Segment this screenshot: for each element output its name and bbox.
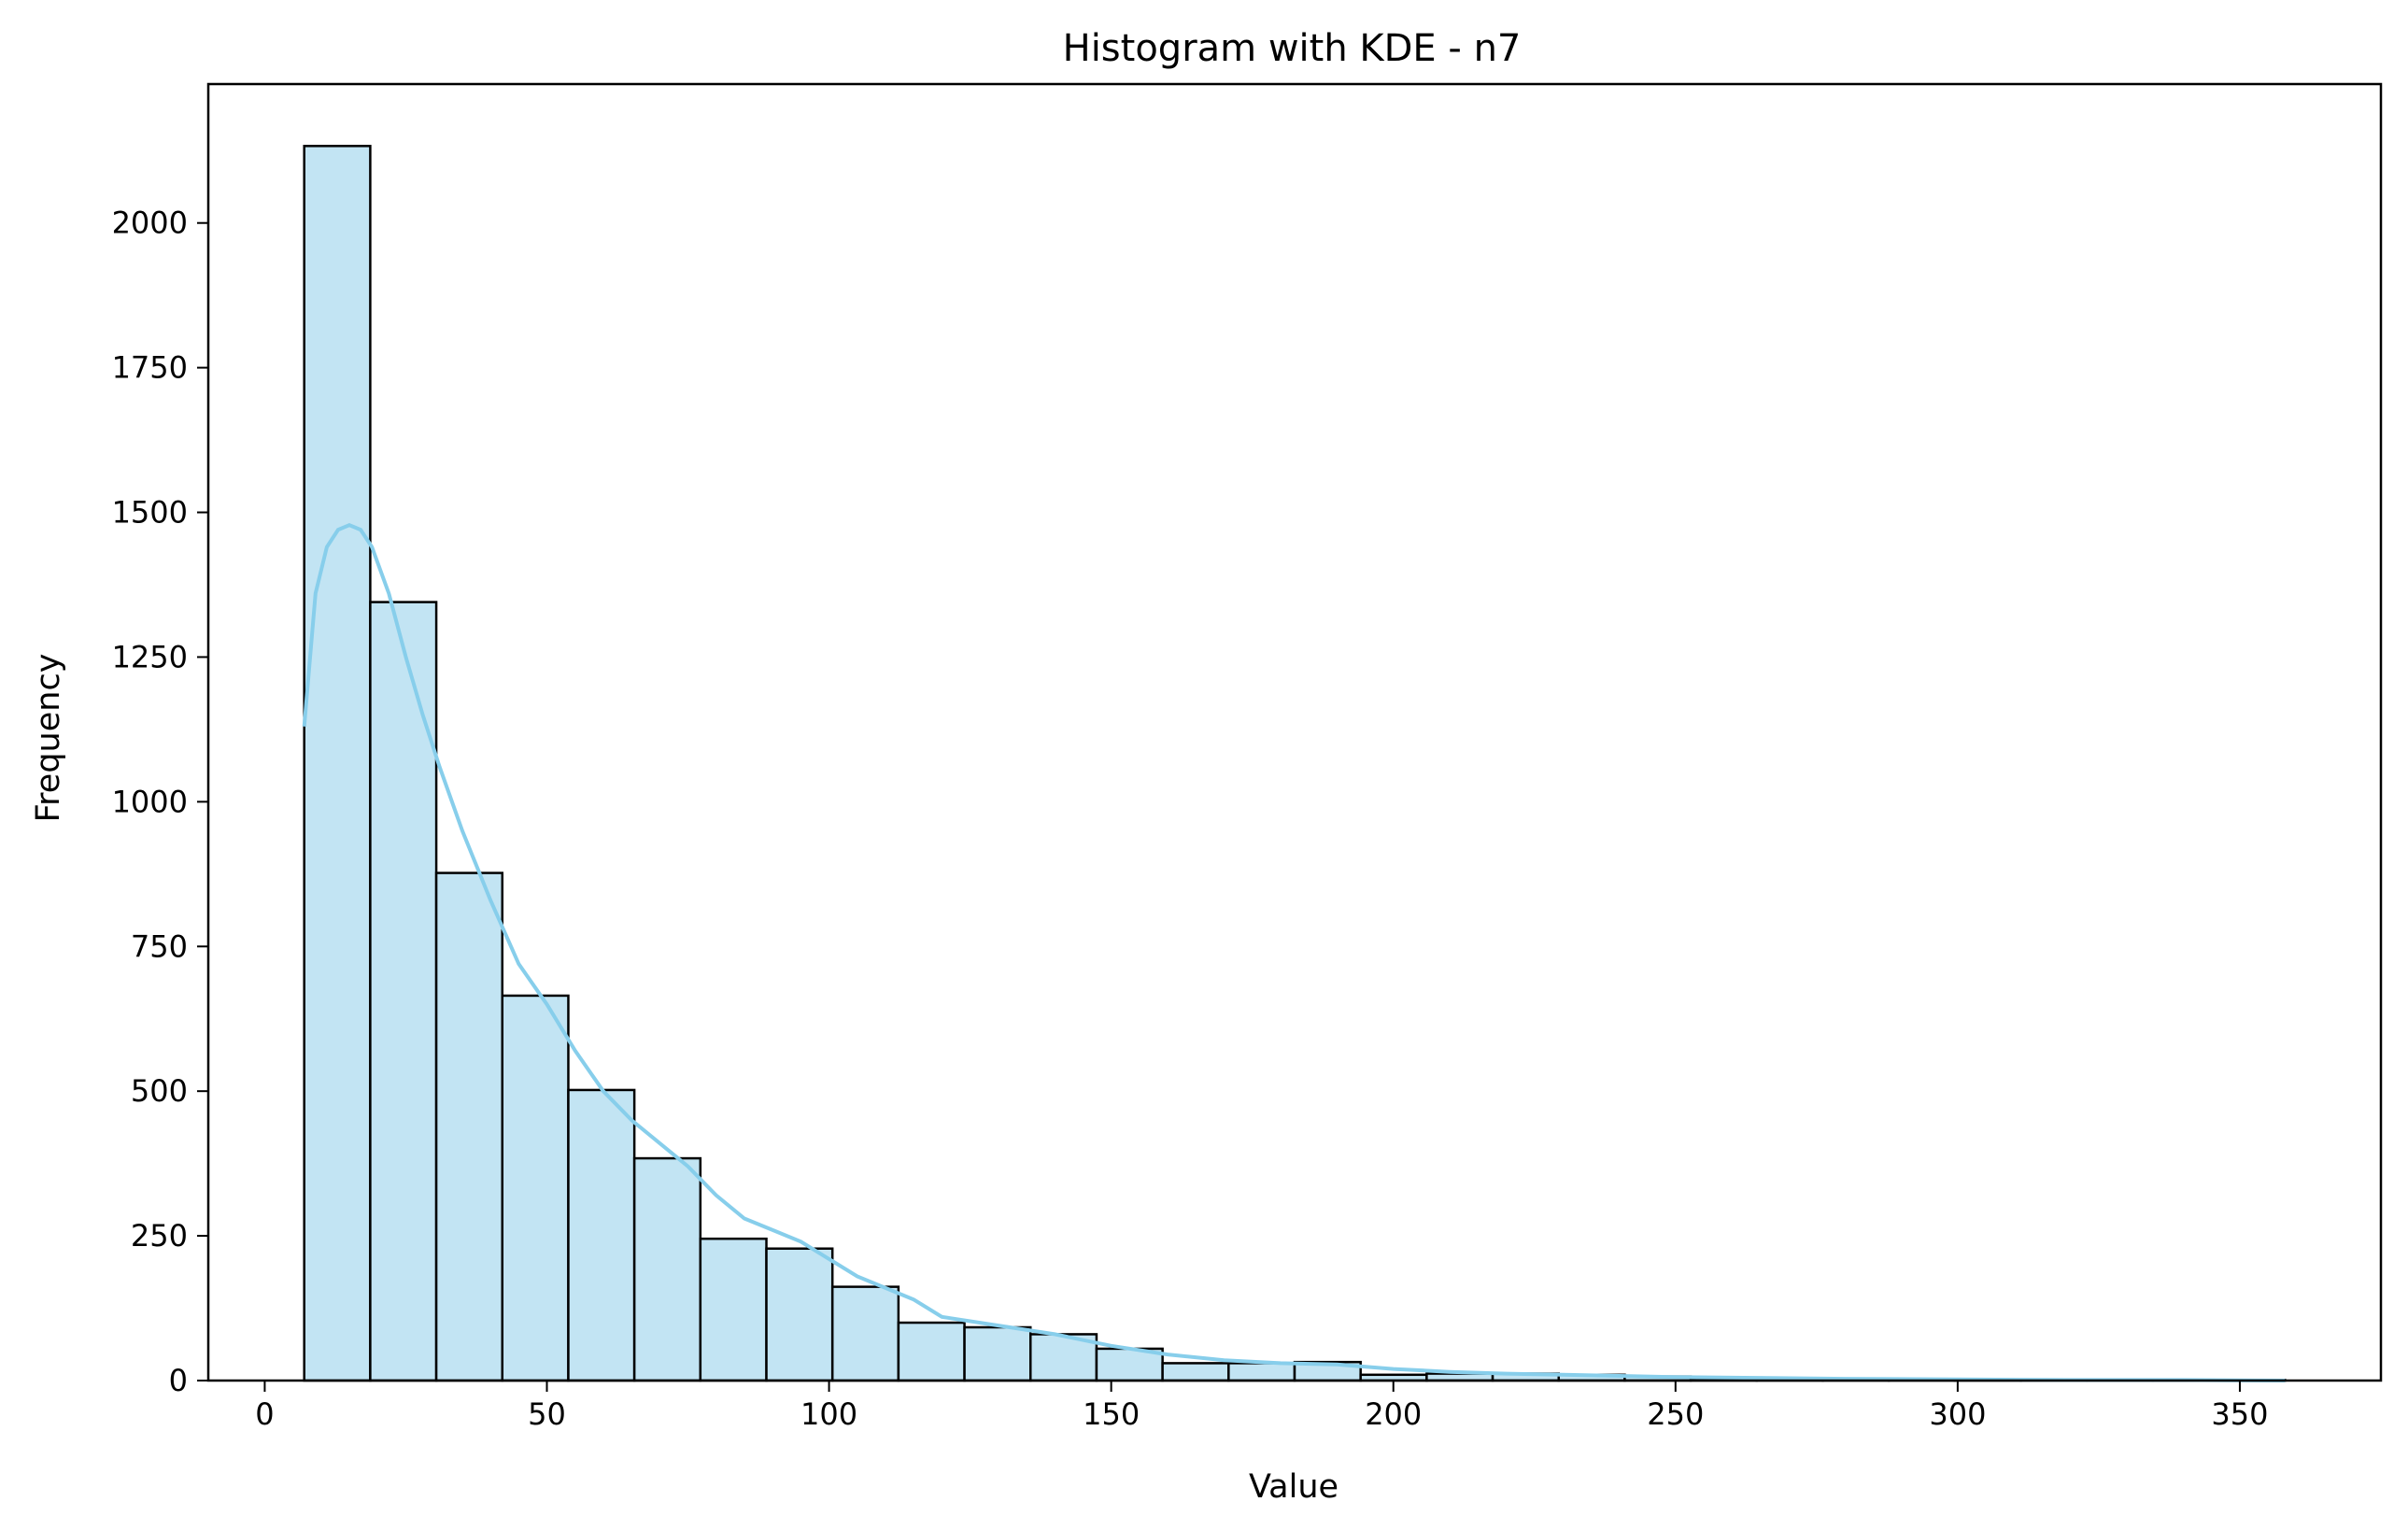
y-tick-label: 750 xyxy=(131,928,188,964)
x-tick-label: 350 xyxy=(2211,1396,2268,1432)
histogram-bar-0 xyxy=(303,145,372,1382)
y-tick-label: 1750 xyxy=(112,350,188,386)
histogram-bar-13 xyxy=(1161,1362,1230,1382)
kde-curve xyxy=(302,523,2286,1382)
y-tick-label: 0 xyxy=(169,1363,188,1398)
y-tick-label: 1250 xyxy=(112,639,188,674)
x-tick-label: 50 xyxy=(528,1396,566,1432)
x-tick-label: 300 xyxy=(1929,1396,1986,1432)
y-axis-label: Frequency xyxy=(30,654,67,823)
x-tick-label: 100 xyxy=(800,1396,857,1432)
y-tick-label: 250 xyxy=(131,1218,188,1254)
chart-title: Histogram with KDE - n7 xyxy=(1063,27,1522,70)
y-tick-label: 1000 xyxy=(112,784,188,819)
histogram-bar-9 xyxy=(897,1321,966,1382)
x-axis: 0 50 100 150 200 250 300 350 xyxy=(255,1381,2269,1432)
histogram-bar-7 xyxy=(765,1247,834,1382)
histogram-bar-2 xyxy=(434,871,504,1382)
histogram-bar-5 xyxy=(632,1156,702,1382)
histogram-bar-4 xyxy=(567,1088,636,1382)
y-tick-label: 500 xyxy=(131,1073,188,1109)
x-tick-label: 250 xyxy=(1647,1396,1704,1432)
x-tick-label: 150 xyxy=(1083,1396,1140,1432)
y-tick-label: 1500 xyxy=(112,495,188,531)
y-axis: 0 250 500 750 1000 1250 1500 1750 2000 xyxy=(112,205,208,1398)
histogram-bars xyxy=(303,145,2287,1382)
histogram-bar-3 xyxy=(501,994,570,1382)
histogram-bar-1 xyxy=(369,601,438,1382)
x-tick-label: 0 xyxy=(255,1396,274,1432)
histogram-bar-6 xyxy=(699,1237,768,1382)
histogram-bar-8 xyxy=(830,1285,900,1382)
plot-frame xyxy=(206,82,2383,1382)
histogram-bar-10 xyxy=(963,1325,1032,1382)
y-tick-label: 2000 xyxy=(112,205,188,241)
x-axis-label: Value xyxy=(1249,1468,1339,1506)
x-tick-label: 200 xyxy=(1365,1396,1422,1432)
histogram-bar-14 xyxy=(1227,1362,1296,1382)
